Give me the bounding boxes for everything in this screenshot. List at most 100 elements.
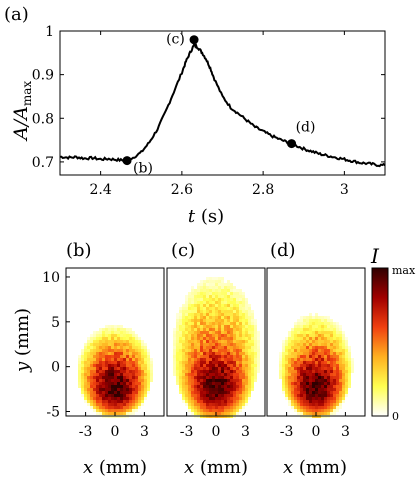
heatmap-cell xyxy=(254,379,257,382)
heatmap-cell xyxy=(191,412,194,415)
heatmap-cell xyxy=(147,385,150,388)
heatmap-cell xyxy=(81,367,84,370)
heatmap-cell xyxy=(209,412,212,415)
heatmap-cell xyxy=(150,373,153,376)
heatmap-cell xyxy=(327,391,330,394)
heatmap-cell xyxy=(230,355,233,358)
heatmap-cell xyxy=(117,331,120,334)
heatmap-cell xyxy=(179,379,182,382)
heatmap-cell xyxy=(330,409,333,412)
x-tick-label: 2.4 xyxy=(89,182,111,198)
heatmap-cell xyxy=(179,319,182,322)
heatmap-cell xyxy=(99,412,102,415)
heatmap-cell xyxy=(120,346,123,349)
heatmap-cell xyxy=(111,355,114,358)
heatmap-cell xyxy=(306,337,309,340)
heatmap-cell xyxy=(209,298,212,301)
heatmap-cell xyxy=(185,376,188,379)
heatmap-cell xyxy=(254,376,257,379)
heatmap-cell xyxy=(126,382,129,385)
heatmap-cell xyxy=(105,391,108,394)
heatmap-cell xyxy=(203,340,206,343)
heatmap-cell xyxy=(200,376,203,379)
heatmap-cell xyxy=(185,394,188,397)
heatmap-cell xyxy=(96,409,99,412)
heatmap-cell xyxy=(111,364,114,367)
heatmap-x-ticks: -3 0 3 -3 0 3 -3 0 3 xyxy=(79,412,350,440)
heatmap-cell xyxy=(327,382,330,385)
heatmap-cell xyxy=(239,409,242,412)
heatmap-cell xyxy=(291,355,294,358)
heatmap-cell xyxy=(294,325,297,328)
heatmap-cell xyxy=(185,343,188,346)
heatmap-cell xyxy=(221,379,224,382)
heatmap-cell xyxy=(144,355,147,358)
point-markers: (b)(c)(d) xyxy=(122,32,315,177)
heatmap-cell xyxy=(221,286,224,289)
heatmap-cell xyxy=(339,397,342,400)
heatmap-cell xyxy=(203,319,206,322)
heatmap-cell xyxy=(188,370,191,373)
heatmap-cell xyxy=(251,337,254,340)
heatmap-cell xyxy=(138,403,141,406)
heatmap-cell xyxy=(242,322,245,325)
heatmap-cell xyxy=(120,409,123,412)
heatmap-cell xyxy=(102,400,105,403)
heatmap-cell xyxy=(257,361,260,364)
heatmap-cell xyxy=(191,403,194,406)
heatmap-cell xyxy=(179,316,182,319)
heatmap-cell xyxy=(215,385,218,388)
heatmap-cell xyxy=(215,292,218,295)
heatmap-cell xyxy=(291,388,294,391)
heatmap-cell xyxy=(239,334,242,337)
heatmap-cell xyxy=(117,391,120,394)
heatmap-cell xyxy=(218,352,221,355)
heatmap-cell xyxy=(339,406,342,409)
heatmap-cell xyxy=(120,343,123,346)
heatmap-cell xyxy=(188,361,191,364)
heatmap-cell xyxy=(102,412,105,415)
heatmap-cell xyxy=(218,400,221,403)
heatmap-cell xyxy=(312,409,315,412)
heatmap-cell xyxy=(99,367,102,370)
heatmap-cell xyxy=(242,352,245,355)
heatmap-cell xyxy=(330,376,333,379)
heatmap-cell xyxy=(224,295,227,298)
heatmap-cell xyxy=(306,325,309,328)
heatmap-cell xyxy=(239,370,242,373)
heatmap-cell xyxy=(209,334,212,337)
heatmap-cell xyxy=(108,349,111,352)
heatmap-cell xyxy=(339,385,342,388)
heatmap-cell xyxy=(251,346,254,349)
heatmap-cell xyxy=(200,295,203,298)
heatmap-cell xyxy=(254,373,257,376)
heatmap-cell xyxy=(257,358,260,361)
heatmap-cell xyxy=(300,331,303,334)
heatmap-cell xyxy=(108,337,111,340)
heatmap-cell xyxy=(333,328,336,331)
heatmap-cell xyxy=(191,397,194,400)
heatmap-cell xyxy=(96,382,99,385)
heatmap-cell xyxy=(336,400,339,403)
heatmap-cell xyxy=(141,367,144,370)
heatmap-cell xyxy=(194,337,197,340)
heatmap-cell xyxy=(135,400,138,403)
heatmap-cell xyxy=(218,340,221,343)
heatmap-cell xyxy=(212,292,215,295)
heatmap-cell xyxy=(218,403,221,406)
heatmap-cell xyxy=(203,310,206,313)
heatmap-cell xyxy=(242,394,245,397)
heatmap-cell xyxy=(188,331,191,334)
heatmap-cell xyxy=(312,319,315,322)
heatmap-y-tick-label: 5 xyxy=(51,315,60,331)
heatmap-cell xyxy=(227,379,230,382)
heatmap-cell xyxy=(303,340,306,343)
x-tick-label: 3 xyxy=(340,182,349,198)
heatmap-cell xyxy=(218,358,221,361)
heatmap-cell xyxy=(212,406,215,409)
heatmap-cell xyxy=(309,340,312,343)
heatmap-cell xyxy=(230,412,233,415)
heatmap-cell xyxy=(327,370,330,373)
heatmap-cell xyxy=(179,352,182,355)
heatmap-cell xyxy=(179,343,182,346)
